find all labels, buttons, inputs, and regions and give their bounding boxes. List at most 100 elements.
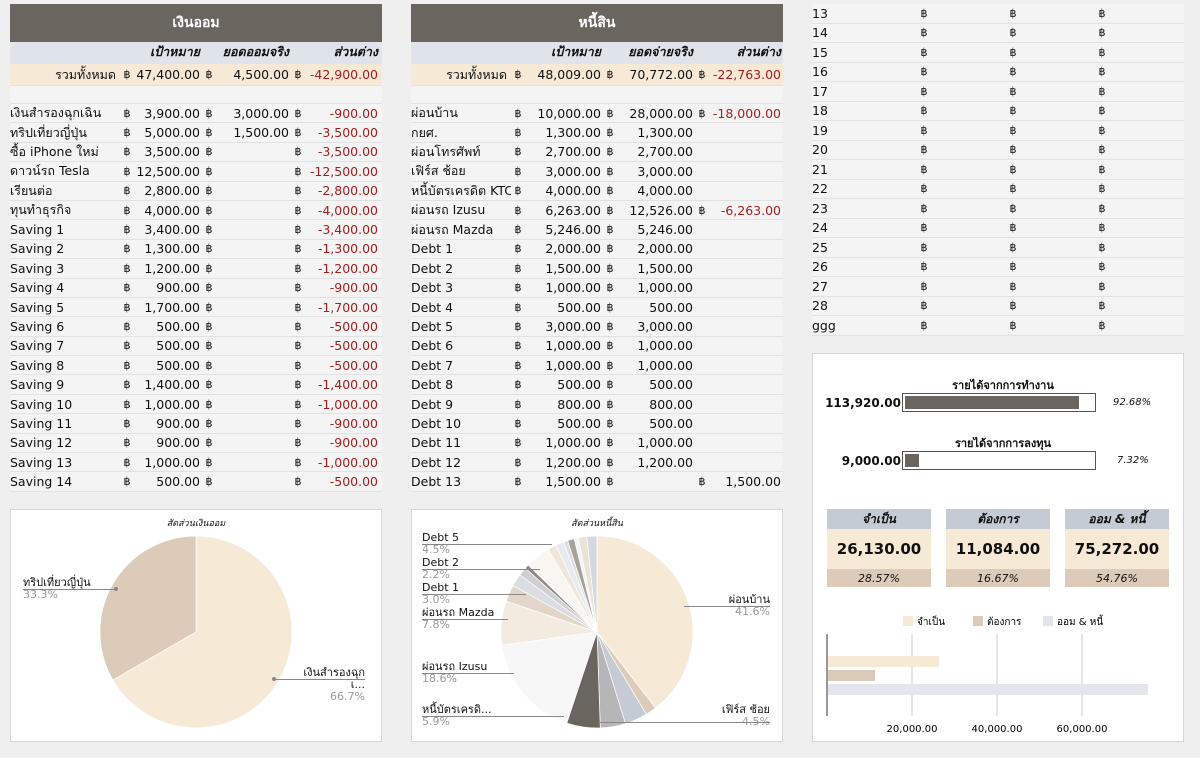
table-row[interactable]: 18 ฿ ฿ ฿ xyxy=(812,101,1184,121)
table-row[interactable]: 21 ฿ ฿ ฿ xyxy=(812,160,1184,180)
table-row[interactable]: Debt 3 ฿ 1,000.00 ฿ 1,000.00 xyxy=(411,278,783,298)
table-row[interactable]: กยศ. ฿ 1,300.00 ฿ 1,300.00 xyxy=(411,123,783,143)
table-row[interactable]: หนี้บัตรเครดิต KTC ฿ 4,000.00 ฿ 4,000.00 xyxy=(411,181,783,201)
table-row[interactable]: Saving 4 ฿ 900.00 ฿ ฿ -900.00 xyxy=(10,278,382,298)
row-name: ทริปเที่ยวญี่ปุ่น xyxy=(10,124,87,140)
row-target: 500.00 xyxy=(156,338,200,354)
table-row[interactable]: เฟิร์ส ช้อย ฿ 3,000.00 ฿ 3,000.00 xyxy=(411,162,783,182)
bar[interactable] xyxy=(828,670,876,681)
table-row[interactable]: Debt 11 ฿ 1,000.00 ฿ 1,000.00 xyxy=(411,433,783,454)
currency-symbol: ฿ xyxy=(1009,279,1017,293)
savings-total-row[interactable]: รวมทั้งหมด ฿ 47,400.00 ฿ 4,500.00 ฿ -42,… xyxy=(10,64,382,86)
table-row[interactable]: Saving 11 ฿ 900.00 ฿ ฿ -900.00 xyxy=(10,414,382,434)
table-row[interactable]: 26 ฿ ฿ ฿ xyxy=(812,257,1184,277)
currency-symbol: ฿ xyxy=(1009,45,1017,59)
table-row[interactable]: เงินสำรองฉุกเฉิน ฿ 3,900.00 ฿ 3,000.00 ฿ -900.… xyxy=(10,104,382,124)
legend-swatch xyxy=(973,616,983,626)
bar[interactable] xyxy=(828,656,940,667)
debt-pie-slice[interactable] xyxy=(586,535,598,633)
row-label: 28 xyxy=(812,298,828,314)
table-row[interactable]: Debt 2 ฿ 1,500.00 ฿ 1,500.00 xyxy=(411,259,783,279)
table-row[interactable]: 20 ฿ ฿ ฿ xyxy=(812,140,1184,160)
currency-symbol: ฿ xyxy=(606,455,614,469)
table-row[interactable]: ซื้อ iPhone ใหม่ ฿ 3,500.00 ฿ ฿ -3,500.00 xyxy=(10,142,382,163)
table-row[interactable]: Debt 12 ฿ 1,200.00 ฿ 1,200.00 xyxy=(411,453,783,473)
row-name: Debt 3 xyxy=(411,280,454,296)
table-row[interactable]: 22 ฿ ฿ ฿ xyxy=(812,179,1184,199)
row-target: 1,300.00 xyxy=(144,241,200,257)
table-row[interactable]: Debt 6 ฿ 1,000.00 ฿ 1,000.00 xyxy=(411,336,783,357)
table-row[interactable]: Saving 1 ฿ 3,400.00 ฿ ฿ -3,400.00 xyxy=(10,220,382,240)
table-row[interactable]: 23 ฿ ฿ ฿ xyxy=(812,199,1184,219)
table-row[interactable]: Debt 9 ฿ 800.00 ฿ 800.00 xyxy=(411,394,783,415)
table-row[interactable]: Debt 4 ฿ 500.00 ฿ 500.00 xyxy=(411,297,783,318)
table-row[interactable]: Saving 7 ฿ 500.00 ฿ ฿ -500.00 xyxy=(10,336,382,357)
table-row[interactable]: 14 ฿ ฿ ฿ xyxy=(812,23,1184,43)
currency-symbol: ฿ xyxy=(606,339,614,353)
table-row[interactable]: Saving 8 ฿ 500.00 ฿ ฿ -500.00 xyxy=(10,356,382,376)
debt-pie-slice[interactable] xyxy=(501,631,598,724)
table-row[interactable]: ทุนทำธุรกิจ ฿ 4,000.00 ฿ ฿ -4,000.00 xyxy=(10,200,382,221)
table-row[interactable]: Saving 12 ฿ 900.00 ฿ ฿ -900.00 xyxy=(10,433,382,454)
table-row[interactable]: Debt 13 ฿ 1,500.00 ฿ ฿ 1,500.00 xyxy=(411,472,783,492)
row-name: Saving 5 xyxy=(10,299,65,315)
table-row[interactable]: Saving 6 ฿ 500.00 ฿ ฿ -500.00 xyxy=(10,317,382,337)
currency-symbol: ฿ xyxy=(1098,143,1106,157)
table-row[interactable]: Saving 5 ฿ 1,700.00 ฿ ฿ -1,700.00 xyxy=(10,297,382,318)
spending-bar-chart[interactable]: จำเป็น ต้องการ ออม & หนี้ 20,000.00 40,000.0… xyxy=(813,604,1183,744)
card-savings-debt[interactable]: ออม & หนี้ 75,272.00 54.76% xyxy=(1065,509,1169,587)
savings-pie-panel[interactable]: สัดส่วนเงินออม ทริปเที่ยวญี่ปุ่น 33.3% เง… xyxy=(10,509,382,742)
table-row[interactable]: 27 ฿ ฿ ฿ xyxy=(812,277,1184,297)
table-row[interactable]: ผ่อนโทรศัพท์ ฿ 2,700.00 ฿ 2,700.00 xyxy=(411,142,783,163)
legend-swatch xyxy=(1043,616,1053,626)
debts-title: หนี้สิน xyxy=(411,4,783,42)
table-row[interactable]: Saving 13 ฿ 1,000.00 ฿ ฿ -1,000.00 xyxy=(10,453,382,473)
table-row[interactable]: 17 ฿ ฿ ฿ xyxy=(812,82,1184,102)
table-row[interactable]: Debt 5 ฿ 3,000.00 ฿ 3,000.00 xyxy=(411,317,783,337)
bar[interactable] xyxy=(828,684,1148,695)
table-row[interactable]: ผ่อนรถ Mazda ฿ 5,246.00 ฿ 5,246.00 xyxy=(411,220,783,240)
debt-pie-slice[interactable] xyxy=(596,535,694,709)
table-row[interactable]: 16 ฿ ฿ ฿ xyxy=(812,62,1184,82)
row-target: 1,000.00 xyxy=(545,280,601,296)
table-row[interactable]: ผ่อนรถ Izusu ฿ 6,263.00 ฿ 12,526.00 ฿ -6,263.0… xyxy=(411,200,783,221)
table-row[interactable]: เรียนต่อ ฿ 2,800.00 ฿ ฿ -2,800.00 xyxy=(10,181,382,201)
currency-symbol: ฿ xyxy=(514,261,522,275)
table-row[interactable]: Debt 1 ฿ 2,000.00 ฿ 2,000.00 xyxy=(411,239,783,260)
currency-symbol: ฿ xyxy=(1009,260,1017,274)
table-row[interactable]: Saving 3 ฿ 1,200.00 ฿ ฿ -1,200.00 xyxy=(10,259,382,279)
table-row[interactable]: Saving 14 ฿ 500.00 ฿ ฿ -500.00 xyxy=(10,472,382,492)
table-row[interactable]: 25 ฿ ฿ ฿ xyxy=(812,238,1184,258)
table-row[interactable]: Saving 9 ฿ 1,400.00 ฿ ฿ -1,400.00 xyxy=(10,375,382,395)
savings-pie-slice[interactable] xyxy=(99,535,197,681)
row-name: Saving 3 xyxy=(10,260,65,276)
currency-symbol: ฿ xyxy=(294,126,302,140)
debts-total-row[interactable]: รวมทั้งหมด ฿ 48,009.00 ฿ 70,772.00 ฿ -22… xyxy=(411,64,783,86)
debt-pie-panel[interactable]: สัดส่วนหนี้สิน Debt 5 4.5% Debt 2 2.2% Deb… xyxy=(411,509,783,742)
row-target: 10,000.00 xyxy=(537,105,601,121)
pie-label-first-choice: เฟิร์ส ช้อย 4.5% xyxy=(721,703,770,728)
table-row[interactable]: 24 ฿ ฿ ฿ xyxy=(812,218,1184,238)
row-diff: -3,400.00 xyxy=(317,222,378,238)
currency-symbol: ฿ xyxy=(205,378,213,392)
table-row[interactable]: ผ่อนบ้าน ฿ 10,000.00 ฿ 28,000.00 ฿ -18,000.00 xyxy=(411,104,783,124)
table-row[interactable]: Debt 8 ฿ 500.00 ฿ 500.00 xyxy=(411,375,783,395)
table-row[interactable]: ทริปเที่ยวญี่ปุ่น ฿ 5,000.00 ฿ 1,500.00 ฿ -3,5… xyxy=(10,123,382,143)
currency-symbol: ฿ xyxy=(123,455,131,469)
table-row[interactable]: 19 ฿ ฿ ฿ xyxy=(812,121,1184,141)
table-row[interactable]: Debt 10 ฿ 500.00 ฿ 500.00 xyxy=(411,414,783,434)
table-row[interactable]: ดาวน์รถ Tesla ฿ 12,500.00 ฿ ฿ -12,500.00 xyxy=(10,162,382,182)
table-row[interactable]: ggg ฿ ฿ ฿ xyxy=(812,316,1184,336)
currency-symbol: ฿ xyxy=(294,436,302,450)
row-actual: 3,000.00 xyxy=(637,163,693,179)
table-row[interactable]: 15 ฿ ฿ ฿ xyxy=(812,43,1184,63)
currency-symbol: ฿ xyxy=(1098,221,1106,235)
table-row[interactable]: Saving 10 ฿ 1,000.00 ฿ ฿ -1,000.00 xyxy=(10,394,382,415)
table-row[interactable]: Debt 7 ฿ 1,000.00 ฿ 1,000.00 xyxy=(411,356,783,376)
card-wants[interactable]: ต้องการ 11,084.00 16.67% xyxy=(946,509,1050,587)
card-necessary[interactable]: จำเป็น 26,130.00 28.57% xyxy=(827,509,931,587)
table-row[interactable]: 13 ฿ ฿ ฿ xyxy=(812,4,1184,24)
row-diff: -3,500.00 xyxy=(317,125,378,141)
table-row[interactable]: 28 ฿ ฿ ฿ xyxy=(812,296,1184,316)
table-row[interactable]: Saving 2 ฿ 1,300.00 ฿ ฿ -1,300.00 xyxy=(10,239,382,260)
